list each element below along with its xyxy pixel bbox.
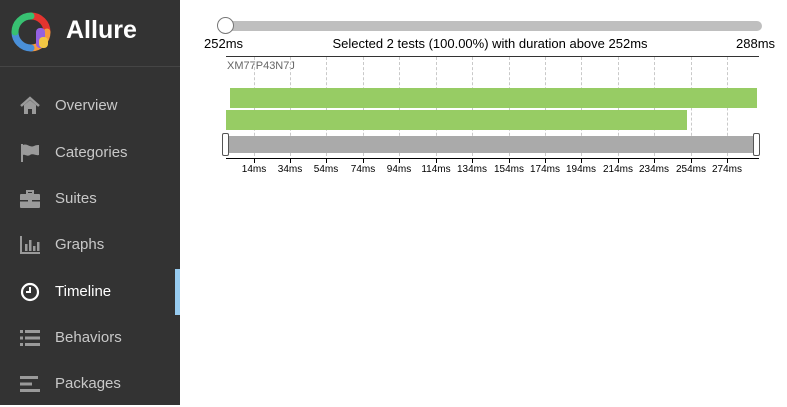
test-duration-bar[interactable] (226, 110, 687, 130)
clock-icon (20, 282, 40, 302)
axis-tick (399, 158, 400, 163)
axis-tick-label: 234ms (638, 164, 669, 175)
bar-chart-icon (20, 236, 40, 254)
axis-tick (654, 158, 655, 163)
axis-tick-label: 214ms (602, 164, 633, 175)
axis-tick-label: 74ms (350, 164, 376, 175)
sidebar-item-overview[interactable]: Overview (0, 83, 180, 129)
grid-line (399, 57, 400, 161)
sidebar-item-label: Categories (55, 144, 128, 161)
axis-tick (727, 158, 728, 163)
brush-handle-right[interactable] (753, 133, 760, 156)
flag-icon (21, 144, 39, 162)
sidebar-item-categories[interactable]: Categories (0, 130, 180, 176)
sidebar-item-label: Timeline (55, 283, 112, 300)
allure-logo-icon[interactable] (10, 11, 52, 53)
axis-tick-label: 34ms (277, 164, 303, 175)
sidebar-item-graphs[interactable]: Graphs (0, 222, 180, 268)
brush-handle-left[interactable] (222, 133, 229, 156)
sidebar-item-behaviors[interactable]: Behaviors (0, 315, 180, 361)
axis-tick (254, 158, 255, 163)
axis-tick (545, 158, 546, 163)
sidebar-item-suites[interactable]: Suites (0, 176, 180, 222)
range-min-label: 252ms (204, 36, 244, 51)
axis-tick (509, 158, 510, 163)
grid-line (290, 57, 291, 161)
axis-tick-label: 274ms (711, 164, 742, 175)
grid-line (254, 57, 255, 161)
home-icon (20, 96, 40, 114)
duration-slider-track[interactable] (226, 21, 762, 31)
sidebar: Allure Overview Categories Suites (0, 0, 180, 405)
grid-line (581, 57, 582, 161)
axis-tick (363, 158, 364, 163)
axis-tick-label: 114ms (421, 164, 451, 175)
grid-line (363, 57, 364, 161)
axis-tick (472, 158, 473, 163)
align-left-icon (20, 376, 40, 392)
axis-tick (581, 158, 582, 163)
sidebar-item-label: Behaviors (55, 329, 122, 346)
grid-line (509, 57, 510, 161)
grid-line (654, 57, 655, 161)
grid-line (436, 57, 437, 161)
axis-tick-label: 154ms (493, 164, 524, 175)
range-max-label: 288ms (736, 36, 776, 51)
test-duration-bar[interactable] (230, 88, 757, 108)
grid-line (727, 57, 728, 161)
brand-header: Allure (0, 0, 180, 67)
grid-line (326, 57, 327, 161)
timeline-panel: 252ms Selected 2 tests (100.00%) with du… (180, 0, 787, 405)
list-icon (20, 330, 40, 346)
axis-tick-label: 194ms (565, 164, 596, 175)
axis-tick (691, 158, 692, 163)
axis-tick-label: 134ms (456, 164, 487, 175)
duration-slider-handle[interactable] (217, 17, 234, 34)
timeline-brush[interactable] (225, 136, 757, 153)
sidebar-item-label: Graphs (55, 236, 105, 253)
grid-line (545, 57, 546, 161)
brand-title: Allure (66, 16, 137, 44)
sidebar-item-label: Packages (55, 375, 121, 392)
axis-tick-label: 94ms (386, 164, 412, 175)
axis-tick-label: 254ms (675, 164, 706, 175)
time-axis (226, 158, 759, 159)
grid-line (618, 57, 619, 161)
axis-tick (326, 158, 327, 163)
briefcase-icon (20, 190, 40, 208)
grid-line (691, 57, 692, 161)
axis-tick-label: 174ms (529, 164, 560, 175)
sidebar-item-label: Suites (55, 190, 97, 207)
axis-tick (290, 158, 291, 163)
axis-tick-label: 14ms (241, 164, 267, 175)
sidebar-item-packages[interactable]: Packages (0, 361, 180, 407)
sidebar-item-timeline[interactable]: Timeline (0, 269, 180, 315)
axis-tick (618, 158, 619, 163)
axis-tick (436, 158, 437, 163)
axis-tick-label: 54ms (313, 164, 339, 175)
sidebar-item-label: Overview (55, 97, 118, 114)
host-divider (226, 56, 759, 57)
host-label: XM77P43N7J (227, 60, 295, 72)
selection-summary: Selected 2 tests (100.00%) with duration… (332, 36, 648, 51)
grid-line (472, 57, 473, 161)
